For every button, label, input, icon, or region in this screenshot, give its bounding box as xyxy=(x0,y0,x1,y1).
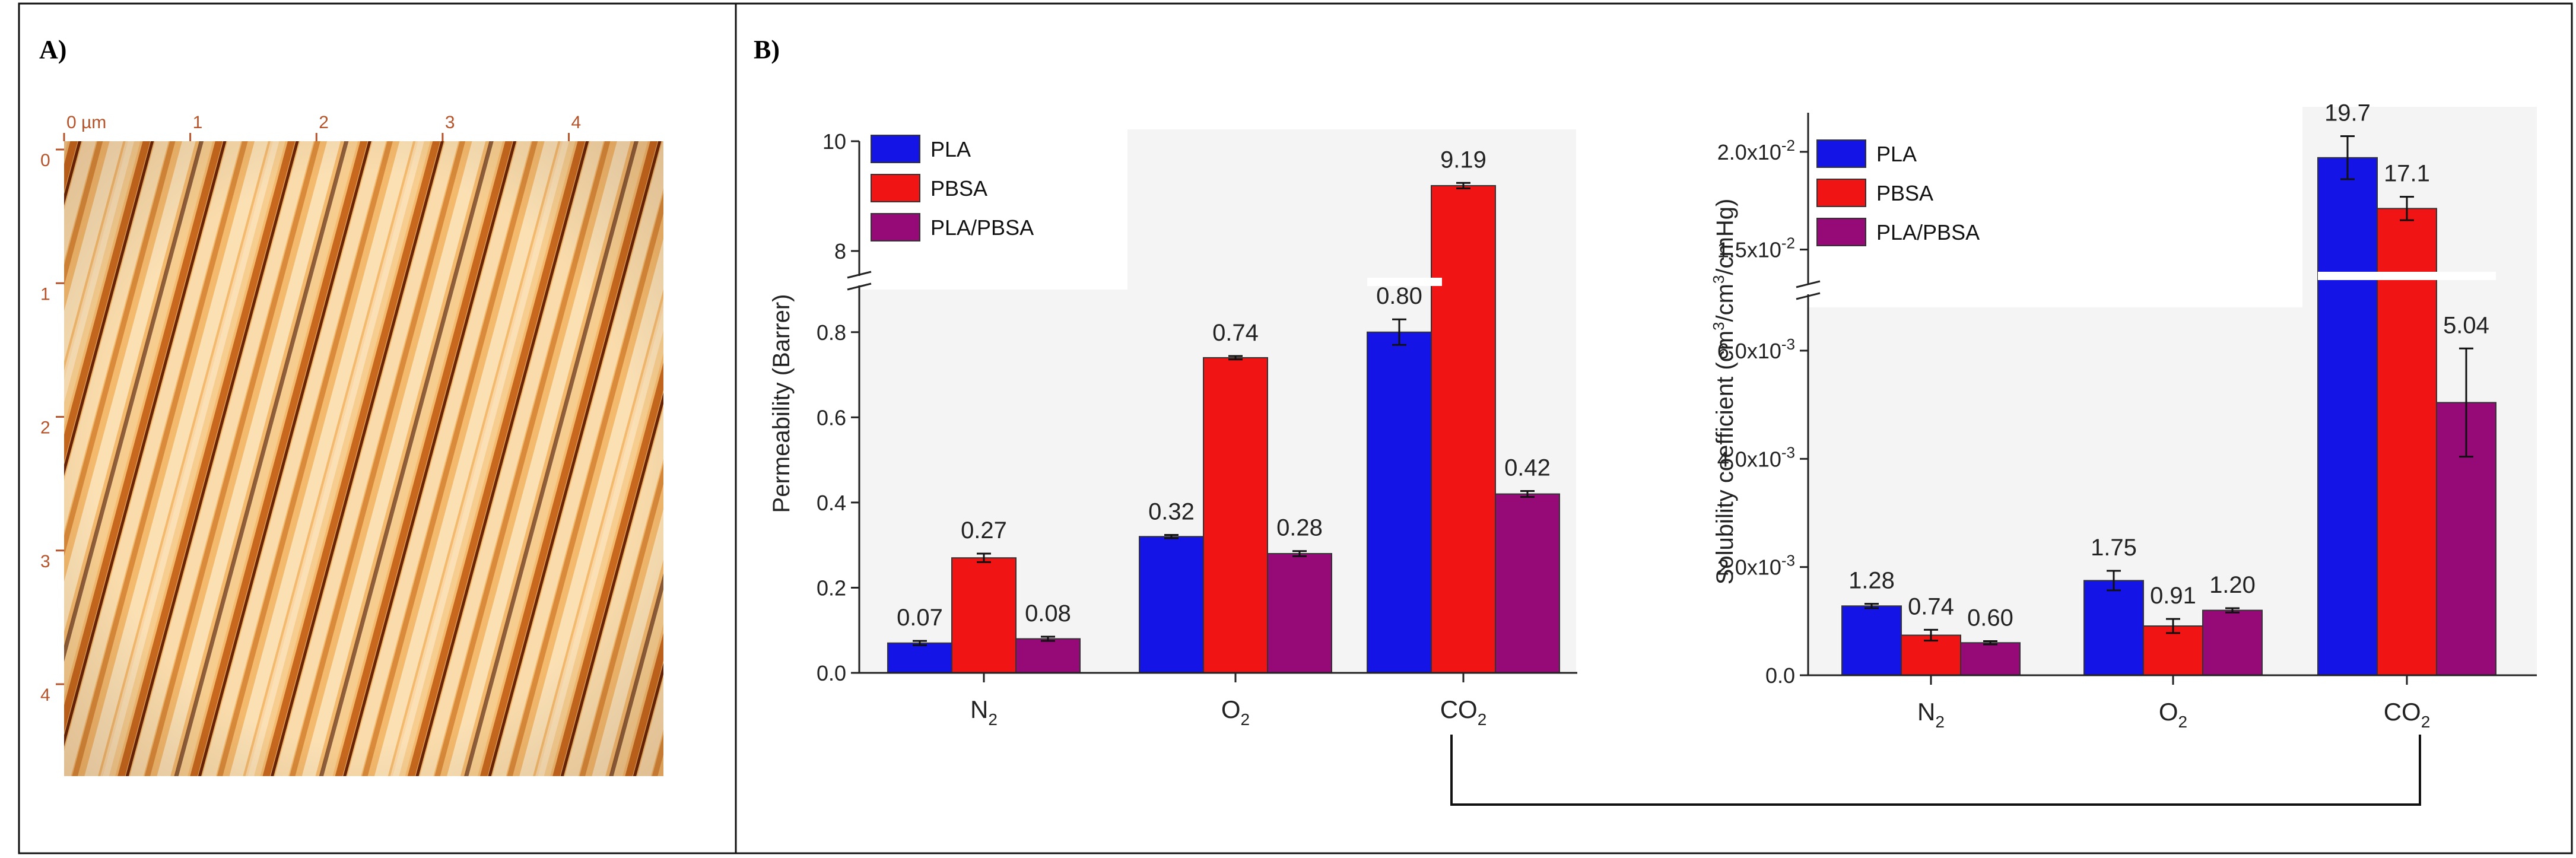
legend: PLA PBSA PLA/PBSA xyxy=(1813,134,2033,266)
bar-break-gap xyxy=(1367,278,1442,286)
bar-pla-pbsa-o2 xyxy=(1267,553,1332,673)
axis-break-gap xyxy=(1792,285,1825,294)
bar-pla-n2 xyxy=(1841,605,1902,676)
y-tick-label: 0.8 xyxy=(817,320,846,345)
data-label: 1.20 xyxy=(2209,572,2256,598)
bar-pla-o2 xyxy=(2083,580,2144,676)
bar-pla-pbsa-co2 xyxy=(1495,493,1560,673)
bar-pbsa-n2 xyxy=(951,557,1017,674)
legend-swatch-pbsa xyxy=(871,174,920,202)
x-category-label: N2 xyxy=(970,695,998,729)
afm-y-tick-label: 4 xyxy=(40,685,50,705)
bar-pla-co2 xyxy=(1367,331,1432,673)
bar-pla-co2 xyxy=(2317,157,2378,676)
y-tick-label: 6.0x10-3 xyxy=(1717,335,1795,363)
legend-swatch-pla xyxy=(871,135,920,163)
legend-label: PLA/PBSA xyxy=(930,215,1034,240)
legend-label: PLA xyxy=(1876,142,1917,166)
data-label: 0.91 xyxy=(2150,583,2196,609)
data-label: 1.28 xyxy=(1848,568,1895,594)
y-tick-label: 0.2 xyxy=(817,576,846,600)
y-tick-label: 2.0x10-3 xyxy=(1717,552,1795,580)
axis-break-mark-bottom xyxy=(847,282,872,291)
data-label: 1.75 xyxy=(2091,535,2137,561)
legend-label: PBSA xyxy=(930,176,987,201)
afm-y-tick-label: 0 xyxy=(40,151,50,170)
x-category-label: O2 xyxy=(1221,695,1250,729)
legend-label: PLA/PBSA xyxy=(1876,220,1980,244)
y-tick-label: 10 xyxy=(822,129,846,154)
bar-pbsa-co2 xyxy=(1431,185,1496,673)
legend-swatch-pla xyxy=(1816,139,1866,168)
afm-x-tick-label: 1 xyxy=(193,113,203,132)
y-axis-title: Permeability (Barrer) xyxy=(768,294,795,513)
panel-a-label: A) xyxy=(39,35,66,64)
y-tick-label: 0.6 xyxy=(817,405,846,430)
data-label: 0.07 xyxy=(897,605,943,631)
y-tick-label: 2.0x10-2 xyxy=(1717,136,1795,164)
data-label: 17.1 xyxy=(2384,161,2430,187)
data-label: 0.74 xyxy=(1212,320,1259,346)
data-label: 5.04 xyxy=(2443,312,2489,338)
afm-axis-ticks: 0 µm 1 2 3 4 0 1 2 3 4 xyxy=(40,113,581,705)
x-category-label: CO2 xyxy=(2384,698,2431,731)
afm-y-tick-label: 3 xyxy=(40,552,50,571)
data-label: 0.74 xyxy=(1908,593,1954,619)
bar-pla-n2 xyxy=(887,642,952,674)
panel-b-frame xyxy=(735,2,2573,854)
afm-x-tick-label: 2 xyxy=(319,113,329,132)
y-tick-label: 4.0x10-3 xyxy=(1717,443,1795,471)
y-axis-title: Solubility coefficient (cm3/cm3/cmHg) xyxy=(1710,199,1738,585)
axis-break-mark-bottom xyxy=(1796,292,1821,300)
y-tick-label: 8 xyxy=(834,239,846,263)
panel-b-label: B) xyxy=(754,35,780,64)
bar-pla-pbsa-n2 xyxy=(1015,638,1081,673)
plot-background-upper xyxy=(1127,129,1576,290)
data-label: 0.28 xyxy=(1276,515,1323,541)
afm-image xyxy=(64,141,663,776)
y-tick-label: 0.4 xyxy=(817,491,846,515)
data-label: 0.60 xyxy=(1967,605,2013,631)
bar-pbsa-o2 xyxy=(2143,625,2203,676)
data-label: 0.32 xyxy=(1148,498,1195,525)
y-tick-label: 0.0 xyxy=(1765,663,1795,688)
legend-swatch-pla-pbsa xyxy=(871,213,920,241)
data-label: 0.27 xyxy=(961,517,1007,544)
legend-label: PBSA xyxy=(1876,181,1933,205)
solubility-chart: 0.0 2.0x10-3 4.0x10-3 6.0x10-3 1.5x10-2 2.0x1… xyxy=(1710,100,2537,731)
legend-swatch-pbsa xyxy=(1816,179,1866,207)
axis-break-mark-top xyxy=(847,271,872,279)
bar-pla-pbsa-o2 xyxy=(2202,609,2263,676)
bar-break-gap xyxy=(2318,272,2496,280)
afm-x-tick-label: 0 µm xyxy=(66,113,106,132)
afm-y-tick-label: 1 xyxy=(40,284,50,304)
afm-y-tick-label: 2 xyxy=(40,418,50,438)
data-label: 0.80 xyxy=(1376,283,1422,309)
data-label: 19.7 xyxy=(2324,100,2371,126)
bar-pla-o2 xyxy=(1139,536,1204,673)
permeability-chart: 0.0 0.2 0.4 0.6 0.8 8 10 0.07 0.27 0.08 0.32 0.74 0… xyxy=(768,129,1577,729)
x-category-label: O2 xyxy=(2159,698,2187,731)
data-label: 0.42 xyxy=(1504,455,1551,481)
co2-connector-bracket xyxy=(1450,735,2421,806)
data-label: 9.19 xyxy=(1440,147,1486,173)
legend: PLA PBSA PLA/PBSA xyxy=(868,129,1087,261)
x-category-label: N2 xyxy=(1917,698,1945,731)
bar-pla-pbsa-n2 xyxy=(1960,642,2021,676)
axis-break-gap xyxy=(843,276,876,285)
data-label: 0.08 xyxy=(1025,600,1071,627)
bar-pbsa-o2 xyxy=(1203,357,1268,673)
y-tick-label: 0.0 xyxy=(817,661,846,685)
x-category-label: CO2 xyxy=(1440,695,1487,729)
legend-label: PLA xyxy=(930,137,971,161)
bar-pbsa-co2 xyxy=(2377,208,2437,676)
afm-x-tick-label: 4 xyxy=(571,113,582,132)
afm-x-tick-label: 3 xyxy=(445,113,455,132)
legend-swatch-pla-pbsa xyxy=(1816,218,1866,246)
axis-break-mark-top xyxy=(1796,280,1821,288)
y-tick-label: 1.5x10-2 xyxy=(1717,234,1795,262)
